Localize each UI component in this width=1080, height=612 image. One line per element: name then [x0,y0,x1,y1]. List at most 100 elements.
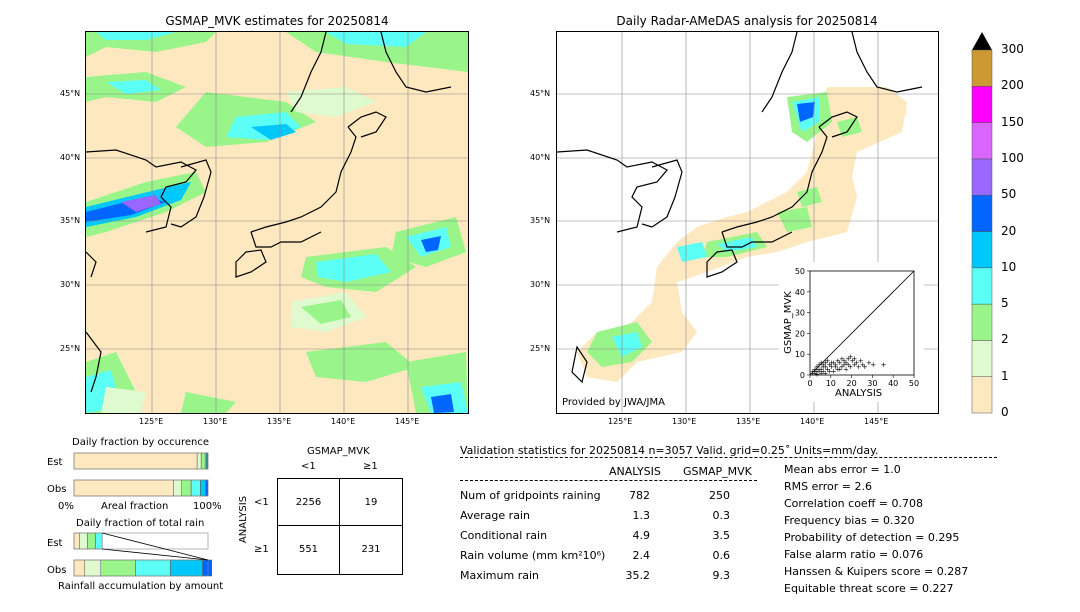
scatter-point: + [816,365,822,373]
scatter-point: + [866,359,872,367]
validation-row-gsmap: 250 [709,489,730,502]
scatter-ytick-label: 20 [795,329,805,338]
scatter-point: + [820,363,826,371]
scatter-point: + [839,363,845,371]
scatter-point: + [816,361,822,369]
score-line: Correlation coeff = 0.708 [784,497,923,510]
occurence-est-label: Est [47,457,63,468]
scatter-point: + [833,363,839,371]
contingency-col-title: GSMAP_MVK [307,446,370,457]
fraction-segment [173,479,182,497]
scatter-point: + [837,365,843,373]
scatter-point: + [812,369,818,377]
scatter-xtick-label: 10 [826,379,836,388]
colorbar-level-label: 20 [1001,223,1017,238]
scatter-yticks: 0 10 20 30 40 50 [795,267,810,380]
scatter-point: + [831,359,837,367]
score-line: Hanssen & Kuipers score = 0.287 [784,565,969,578]
fraction-bar-frame [73,452,209,470]
scatter-point: + [814,363,820,371]
scatter-point: + [810,369,816,377]
scatter-point: + [818,369,824,377]
scatter-ytick-label: 40 [795,288,805,297]
contingency-row-title: ANALYSIS [238,495,250,544]
contingency-cell: 231 [361,544,381,555]
fraction-segment [200,452,206,470]
colorbar-extend-arrow [972,32,992,50]
fraction-segment [202,559,212,577]
provider-label: Provided by JWA/JMA [562,397,665,408]
contingency-row-label: ≥1 [254,544,269,555]
scatter-point: + [810,367,816,375]
colorbar-graphic [971,32,993,414]
scatter-ytick-label: 10 [795,350,805,359]
scatter-point: + [881,361,887,369]
colorbar-cell [971,267,993,305]
scatter-point: + [831,367,837,375]
colorbar-level-label: 0 [1001,405,1009,419]
totalrain-title: Daily fraction of total rain [76,518,205,529]
scatter-points: ++++++++++++++++++++++ + ++ +++++++++++++++… [810,353,887,379]
scatter-point: + [856,363,862,371]
colorbar-level-label: 150 [1001,114,1024,129]
validation-row-label: Average rain [460,509,530,522]
validation-row-gsmap: 0.3 [712,509,731,522]
scatter-point: + [818,365,824,373]
validation-row-label: Conditional rain [460,529,548,542]
validation-row-analysis: 35.2 [625,569,651,582]
contingency-cell: 551 [298,544,319,555]
score-line: RMS error = 2.6 [784,480,872,493]
contingency-cell: 2256 [295,497,322,508]
colorbar-cell [971,49,993,87]
colorbar-level-label: 1 [1001,368,1009,383]
left-rain-field [86,32,468,413]
scatter-point: + [851,361,857,369]
scatter-xtick-label: 0 [807,379,812,388]
scatter-point: + [849,357,855,365]
colorbar-cell [971,122,993,160]
scatter-xtick-label: 40 [888,379,898,388]
colorbar-level-label: 50 [1001,187,1017,202]
scatter-point: + [818,359,824,367]
scatter-point: + [841,357,847,365]
colorbar-cell [971,158,993,196]
scatter-point: + [824,357,830,365]
left-lat-label: 45°N [60,89,81,98]
scatter-point: + [822,363,828,371]
colorbar-cell [971,303,993,341]
scatter-point: + [820,361,826,369]
right-lat-label: 30°N [530,280,551,289]
left-coastlines [86,32,452,393]
scatter-point: + [860,361,866,369]
scatter-inset: + + + + + + + + + + + + + + + + + + + + + + + + + + + + + + + + + + + + + + + +… [779,262,924,402]
fraction-segment [73,532,80,550]
scatter-point: + [835,357,841,365]
scatter-point: + [843,365,849,373]
fraction-segment [170,559,203,577]
left-lat-label: 30°N [60,280,81,289]
contingency-cell: 19 [364,497,378,508]
scatter-xticks: 0 10 20 30 40 50 [807,375,919,388]
validation-row-label: Num of gridpoints raining [460,489,601,502]
left-map-canvas [86,32,468,413]
scatter-point: + [824,365,830,373]
totalrain-connector [102,548,209,561]
right-lat-label: 35°N [530,216,551,225]
left-lon-label: 140°E [331,417,356,426]
occurence-obs-label: Obs [47,484,67,495]
scatter-point: + [845,361,851,369]
right-map-canvas [557,32,938,413]
right-lon-label: 140°E [800,417,825,426]
scatter-point: + [862,363,868,371]
scatter-point: + [847,363,853,371]
colorbar-cell [971,231,993,269]
validation-row-gsmap: 9.3 [712,569,731,582]
fraction-bar-frame [73,479,209,497]
validation-row-label: Maximum rain [460,569,539,582]
validation-divider [460,457,997,458]
totalrain-xlabel: Rainfall accumulation by amount [58,581,224,592]
validation-row-analysis: 4.9 [632,529,651,542]
occurence-tick-left: 0% [58,501,74,512]
left-lat-label: 25°N [60,344,81,353]
contingency-col-label: <1 [301,461,316,472]
